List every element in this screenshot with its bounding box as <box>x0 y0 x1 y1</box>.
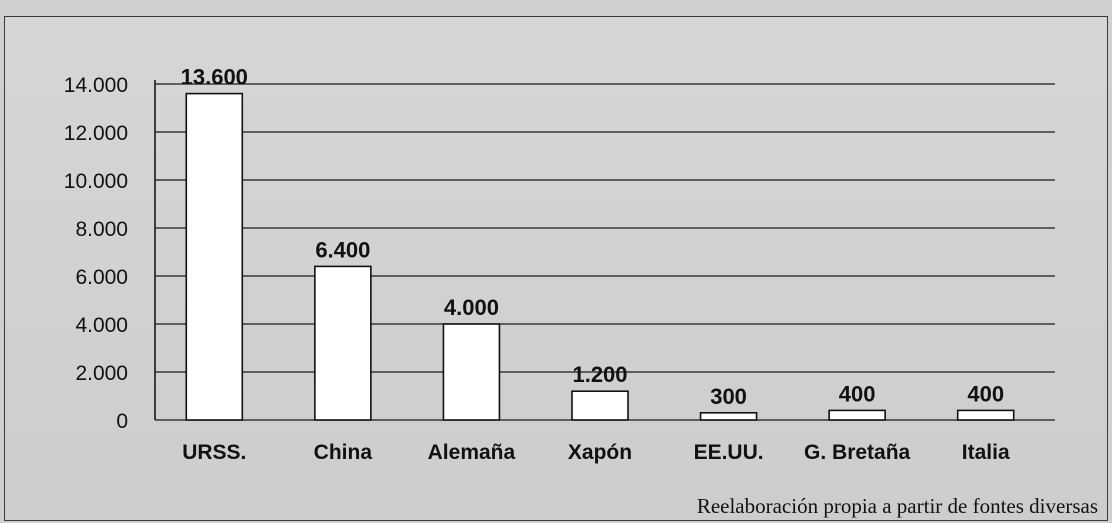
y-tick-label: 12.000 <box>64 122 128 145</box>
bar <box>571 390 629 421</box>
data-label: 13.600 <box>181 65 248 90</box>
y-tick-label: 4.000 <box>75 314 128 337</box>
y-tick-label: 2.000 <box>75 362 128 385</box>
x-tick-label: Alemaña <box>428 441 516 464</box>
data-label: 1.200 <box>572 362 627 387</box>
bar <box>314 265 372 421</box>
data-label: 6.400 <box>315 237 370 262</box>
bar <box>185 92 244 421</box>
bar <box>956 409 1015 421</box>
y-tick-label: 14.000 <box>64 74 128 97</box>
y-tick-label: 10.000 <box>64 170 128 193</box>
bar <box>828 409 886 421</box>
y-tick-label: 8.000 <box>75 218 128 241</box>
bar <box>699 411 758 421</box>
data-label: 300 <box>710 384 747 409</box>
data-label: 400 <box>839 381 876 406</box>
bar <box>442 323 501 421</box>
y-tick-label: 0 <box>116 410 128 433</box>
y-tick-label: 6.000 <box>75 266 128 289</box>
x-tick-label: Italia <box>962 441 1010 464</box>
x-tick-label: URSS. <box>182 441 246 464</box>
x-tick-label: G. Bretaña <box>804 441 911 464</box>
source-note: Reelaboración propia a partir de fontes … <box>696 494 1098 518</box>
x-tick-label: China <box>314 441 373 464</box>
data-label: 400 <box>967 381 1004 406</box>
x-tick-label: Xapón <box>568 441 632 464</box>
data-label: 4.000 <box>444 295 499 320</box>
x-tick-label: EE.UU. <box>694 441 764 464</box>
